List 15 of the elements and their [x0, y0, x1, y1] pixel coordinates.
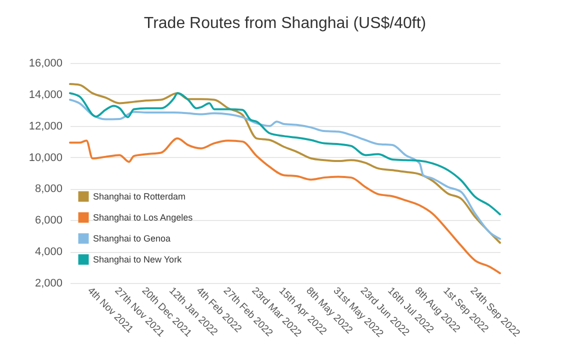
legend-label: Shanghai to Rotterdam — [93, 192, 186, 202]
y-tick-label: 14,000 — [28, 88, 62, 101]
line-series — [69, 92, 501, 216]
line-series — [69, 137, 501, 274]
y-tick-label: 16,000 — [28, 58, 62, 70]
y-tick-label: 8,000 — [34, 183, 62, 196]
y-tick-label: 10,000 — [28, 152, 62, 164]
y-tick-label: 12,000 — [28, 120, 62, 132]
legend-label: Shanghai to New York — [93, 254, 182, 264]
y-tick-label: 2,000 — [34, 278, 62, 290]
y-tick-label: 4,000 — [34, 246, 62, 258]
chart-title: Trade Routes from Shanghai (US$/40ft) — [144, 15, 426, 32]
legend-label: Shanghai to Los Angeles — [93, 212, 194, 222]
legend-label: Shanghai to Genoa — [93, 234, 171, 244]
y-tick-label: 6,000 — [34, 214, 62, 227]
